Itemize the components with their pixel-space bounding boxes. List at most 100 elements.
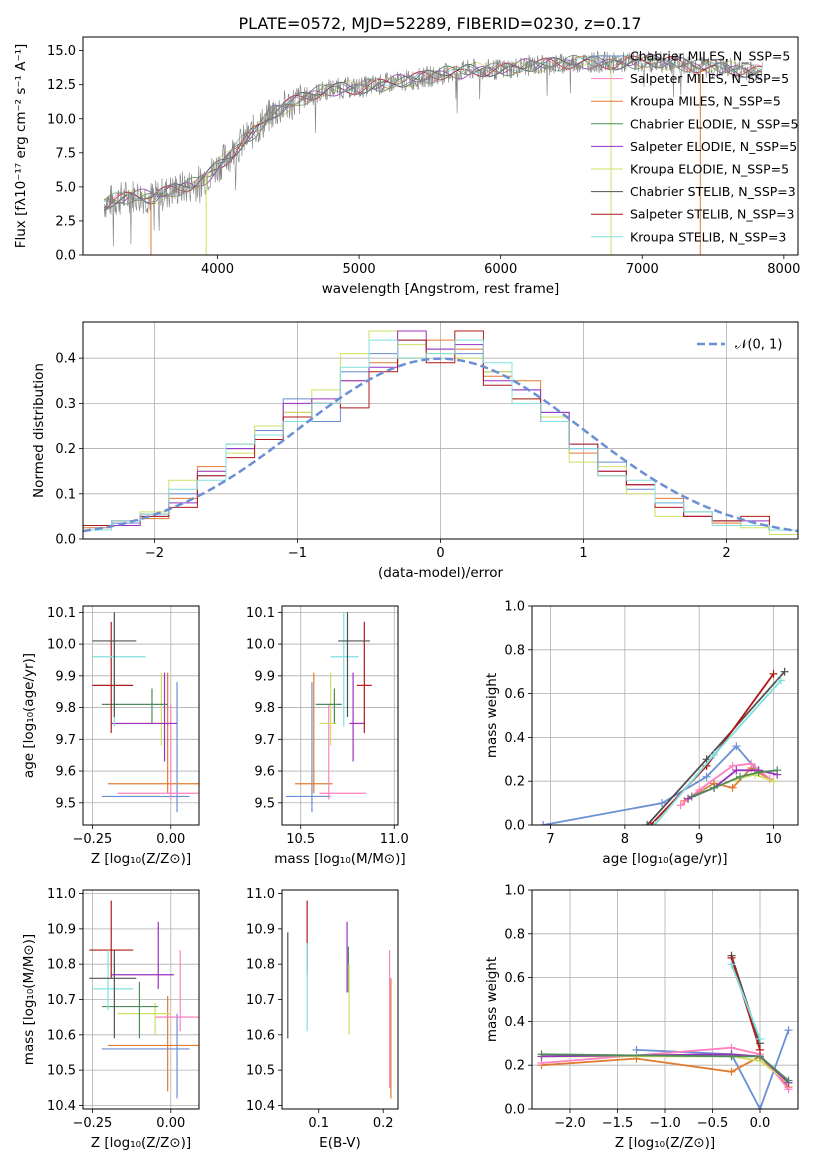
y-tick-label: 1.0 (504, 884, 525, 899)
y-tick-label: 10.8 (47, 958, 76, 973)
plot-area (287, 900, 392, 1099)
weight-marker (710, 750, 719, 759)
x-tick-label: −0.25 (72, 1116, 112, 1131)
panel-spectrum: 4000 5000 6000 7000 8000 0.0 2.5 5.0 7.5 10.0 12.5… (13, 36, 800, 297)
y-tick-label: 15.0 (47, 44, 76, 59)
y-tick-label: 9.7 (254, 733, 275, 748)
x-axis-label: wavelength [Angstrom, rest frame] (322, 281, 560, 297)
weight-marker (776, 676, 785, 685)
legend-label: Chabrier STELIB, N_SSP=3 (630, 184, 796, 199)
weight-marker (756, 1045, 764, 1054)
axes-frame (531, 889, 799, 1110)
axes-frame (82, 605, 200, 826)
weight-marker (747, 759, 756, 768)
errorbar-point (319, 704, 367, 800)
y-tick-label: 10.4 (47, 1099, 76, 1114)
y-axis-label: mass [log₁₀(M/M⊙)] (21, 934, 37, 1065)
x-tick-label: 5000 (343, 262, 376, 277)
weight-marker (736, 772, 745, 781)
plot-area (532, 606, 798, 825)
axes-frame (281, 889, 399, 1110)
y-tick-label: 10.5 (246, 1064, 275, 1079)
x-axis-label: Z [log₁₀(Z/Z⊙)] (615, 1135, 715, 1151)
x-tick-label: 10 (765, 832, 782, 847)
weight-marker (784, 1076, 793, 1085)
errorbar-point (92, 621, 134, 733)
weight-line (650, 673, 775, 825)
x-tick-label: 7 (546, 832, 554, 847)
x-tick-label: −0.25 (72, 832, 112, 847)
legend-label: Kroupa MILES, N_SSP=5 (630, 94, 781, 109)
y-tick-label: 10.0 (246, 638, 275, 653)
x-tick-label: 8 (621, 832, 629, 847)
weight-marker (702, 772, 711, 781)
weight-line (653, 679, 782, 825)
x-tick-label: 8000 (767, 262, 800, 277)
x-tick-label: 11.0 (380, 832, 409, 847)
x-tick-label: 0 (436, 546, 444, 561)
legend-label: Kroupa ELODIE, N_SSP=5 (630, 162, 789, 177)
errorbar-point (285, 682, 331, 813)
y-tick-label: 0.6 (504, 971, 525, 986)
plot-area (83, 322, 798, 539)
y-tick-label: 0.2 (504, 1059, 525, 1074)
x-tick-label: −1.0 (649, 1116, 681, 1131)
y-tick-label: 0.0 (55, 533, 76, 548)
histogram-steps (83, 339, 798, 539)
weight-marker (732, 742, 741, 751)
errorbar-point (319, 672, 337, 746)
x-axis-label: Z [log₁₀(Z/Z⊙)] (91, 851, 191, 867)
y-tick-label: 0.8 (504, 927, 525, 942)
y-tick-label: 9.8 (55, 701, 76, 716)
errorbar-point (111, 921, 174, 989)
x-tick-label: −1.5 (602, 1116, 634, 1131)
y-tick-label: 10.6 (47, 1028, 76, 1043)
data-spectrum-line (103, 50, 763, 247)
errorbar-point (101, 682, 190, 813)
axes: −0.25 0.00 10.4 10.5 10.6 10.7 10.8 10.9 11.0 Z [… (21, 887, 191, 1151)
panel-age_vs_Z: −0.25 0.00 9.5 9.6 9.7 9.8 9.9 10.0 10.1 Z [log₁₀… (21, 605, 200, 867)
errorbar-point (89, 950, 137, 1039)
y-axis-label: mass weight (484, 957, 500, 1042)
y-tick-label: 0.0 (504, 1103, 525, 1118)
y-tick-label: 2.5 (55, 214, 76, 229)
y-tick-label: 10.1 (246, 606, 275, 621)
weight-line (730, 964, 761, 1040)
errorbar-point (315, 688, 342, 724)
x-tick-label: −0.5 (697, 1116, 729, 1131)
plot-area (83, 606, 199, 825)
legend-label: 𝒩(0, 1) (735, 338, 782, 353)
axes: −2.0 −1.5 −1.0 −0.5 0.0 0.0 0.2 0.4 0.6 0.8 1.0 Z [… (484, 884, 770, 1152)
y-tick-label: 10.7 (47, 993, 76, 1008)
errorbar-point (155, 950, 199, 1032)
weight-marker (727, 960, 736, 969)
errorbar-point (356, 621, 372, 733)
errorbar-point (295, 672, 333, 794)
panel-age_vs_mass: 10.5 11.0 9.5 9.6 9.7 9.8 9.9 10.0 10.1 mass [log… (246, 605, 409, 867)
legend: Chabrier MILES, N_SSP=5 Salpeter MILES, N… (591, 49, 799, 244)
axes-frame (281, 605, 399, 826)
weight-marker (756, 1105, 764, 1109)
weight-marker (632, 1045, 641, 1054)
y-tick-label: 0.4 (55, 352, 76, 367)
y-tick-label: 9.6 (254, 765, 275, 780)
weight-marker (769, 669, 778, 678)
weight-marker (687, 792, 696, 801)
axes-frame (531, 605, 799, 826)
weight-marker (646, 821, 655, 825)
y-tick-label: 9.9 (254, 669, 275, 684)
x-tick-label: −2 (145, 546, 164, 561)
x-tick-label: 9 (695, 832, 703, 847)
weight-line (646, 671, 786, 825)
y-tick-label: 0.2 (504, 775, 525, 790)
plot-area (532, 890, 798, 1109)
weight-marker (643, 821, 652, 825)
y-tick-label: 10.7 (246, 993, 275, 1008)
weight-marker (650, 821, 659, 825)
weight-marker (727, 1067, 736, 1076)
legend-label: Salpeter STELIB, N_SSP=3 (630, 207, 794, 222)
x-tick-label: 4000 (201, 262, 234, 277)
y-tick-label: 0.4 (504, 731, 525, 746)
axes: 7 8 9 10 0.0 0.2 0.4 0.6 0.8 1.0 age [log₁₀(age/yr… (484, 600, 782, 868)
errorbar-point (92, 612, 146, 727)
